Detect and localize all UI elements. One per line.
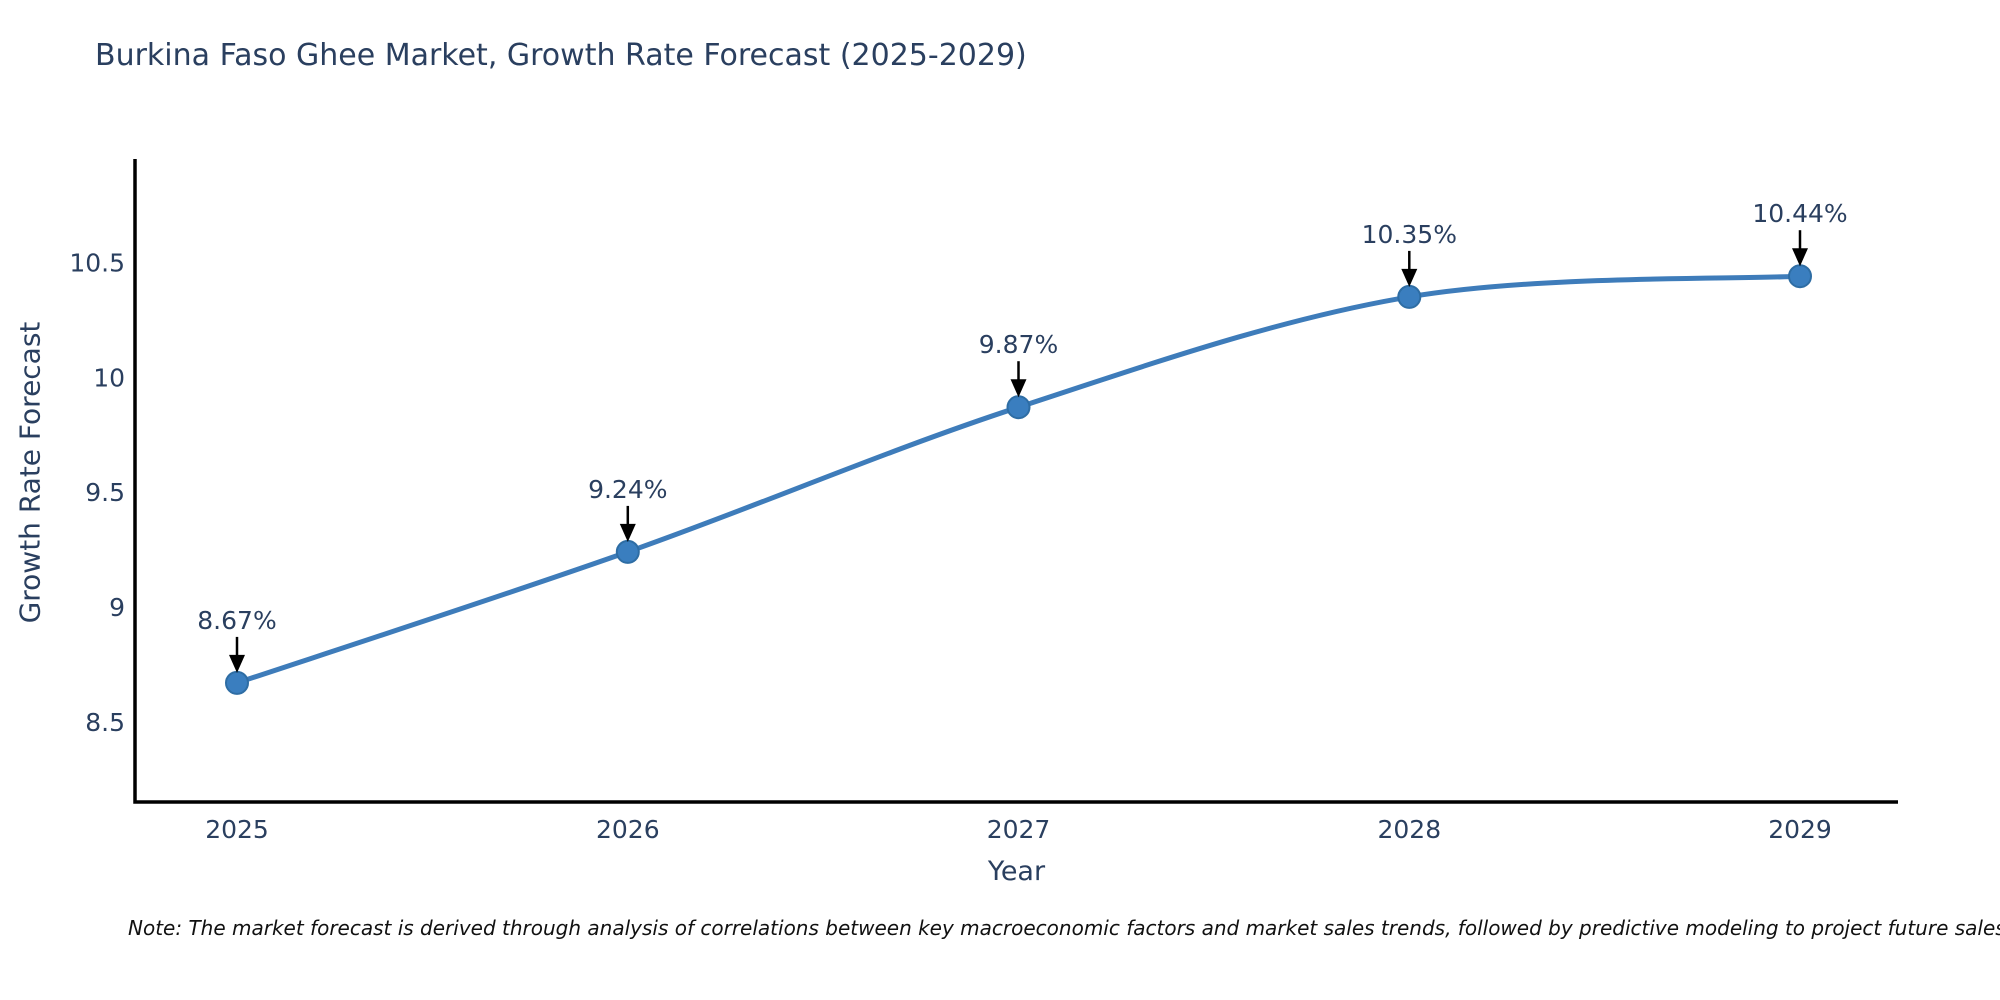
data-point-2027[interactable] [1006, 395, 1031, 420]
y-tick-label: 9.5 [85, 478, 125, 507]
y-tick-label: 10.5 [69, 248, 125, 277]
y-tick-label: 10 [93, 363, 125, 392]
x-tick-label: 2027 [987, 815, 1051, 844]
footnote: Note: The market forecast is derived thr… [128, 916, 2000, 940]
point-value-label: 9.87% [979, 330, 1058, 359]
data-point-2025[interactable] [225, 670, 249, 695]
point-value-label: 8.67% [197, 606, 276, 635]
annotation-arrow-head [1401, 268, 1418, 287]
x-tick-label: 2026 [596, 815, 660, 844]
annotation-arrow-head [229, 654, 245, 673]
data-point-2026[interactable] [615, 539, 640, 564]
point-value-label: 10.35% [1362, 220, 1457, 249]
data-point-2028[interactable] [1397, 284, 1422, 309]
axis-lines [133, 159, 1898, 804]
x-tick-label: 2029 [1768, 815, 1832, 844]
point-value-label: 10.44% [1752, 199, 1847, 228]
annotation-arrow-head [619, 523, 636, 542]
x-axis-title: Year [987, 856, 1046, 887]
annotation-arrow-head [1792, 248, 1808, 267]
x-tick-label: 2025 [205, 815, 269, 844]
point-value-label: 9.24% [588, 475, 667, 504]
x-tick-label: 2028 [1377, 815, 1441, 844]
y-tick-label: 9 [109, 593, 125, 622]
chart-title: Burkina Faso Ghee Market, Growth Rate Fo… [95, 38, 1027, 73]
annotation-arrow-head [1010, 379, 1027, 398]
y-tick-label: 8.5 [85, 708, 125, 737]
data-point-2029[interactable] [1788, 264, 1812, 289]
